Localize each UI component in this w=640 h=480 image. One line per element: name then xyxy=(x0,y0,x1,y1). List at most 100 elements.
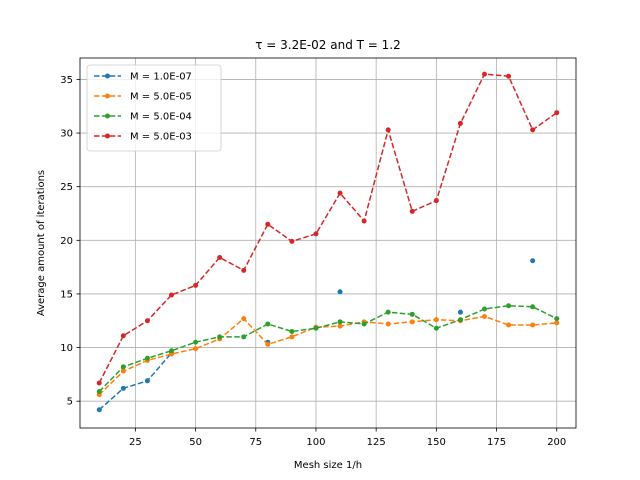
series-3 xyxy=(96,303,560,395)
data-point xyxy=(361,218,367,224)
data-point xyxy=(241,334,247,340)
x-tick-label: 125 xyxy=(367,437,386,448)
legend-item: M = 5.0E-04 xyxy=(94,112,192,123)
y-tick-label: 25 xyxy=(60,182,73,193)
data-point xyxy=(120,385,126,391)
x-tick-label: 200 xyxy=(547,437,566,448)
data-point xyxy=(120,333,126,339)
legend-swatch-marker xyxy=(105,73,110,79)
plot-frame xyxy=(79,57,577,429)
data-point xyxy=(144,318,150,324)
series-group xyxy=(96,71,560,413)
y-tick-label: 15 xyxy=(60,289,73,300)
data-point xyxy=(193,282,199,288)
legend-label: M = 5.0E-04 xyxy=(130,112,192,123)
data-point xyxy=(265,321,271,327)
data-point xyxy=(289,334,295,340)
data-point xyxy=(144,378,150,384)
grid xyxy=(80,58,576,428)
data-point xyxy=(265,341,271,347)
y-tick-label: 10 xyxy=(60,343,73,354)
data-point xyxy=(361,321,367,327)
data-point xyxy=(506,303,512,309)
x-axis-label: Mesh size 1/h xyxy=(294,460,362,471)
data-point xyxy=(482,71,488,77)
legend-item: M = 5.0E-05 xyxy=(94,92,192,103)
data-point xyxy=(193,339,199,345)
data-point xyxy=(433,325,439,331)
y-tick-label: 20 xyxy=(60,236,73,247)
data-point xyxy=(385,127,391,133)
x-tick-label: 175 xyxy=(487,437,506,448)
data-point xyxy=(96,380,102,386)
legend-label: M = 1.0E-07 xyxy=(130,72,192,83)
data-point xyxy=(457,309,463,315)
data-point xyxy=(337,289,343,295)
chart-title: τ = 3.2E-02 and T = 1.2 xyxy=(255,38,400,52)
data-point xyxy=(457,317,463,323)
legend-item: M = 1.0E-07 xyxy=(94,72,192,83)
legend-swatch-marker xyxy=(105,113,110,119)
data-point xyxy=(409,311,415,317)
x-tick-label: 50 xyxy=(189,437,202,448)
y-tick-label: 30 xyxy=(60,129,73,140)
data-point xyxy=(530,258,536,264)
data-point xyxy=(313,231,319,237)
data-point xyxy=(337,190,343,196)
data-point xyxy=(506,73,512,79)
x-tick-label: 150 xyxy=(427,437,446,448)
x-tick-label: 25 xyxy=(129,437,142,448)
data-point xyxy=(433,317,439,323)
data-point xyxy=(217,334,223,340)
legend-box xyxy=(86,64,222,152)
data-point xyxy=(144,355,150,361)
data-point xyxy=(265,221,271,227)
data-point xyxy=(337,323,343,329)
data-point xyxy=(193,346,199,352)
data-point xyxy=(120,364,126,370)
data-point xyxy=(168,292,174,298)
data-point xyxy=(313,325,319,331)
data-point xyxy=(457,120,463,126)
data-point xyxy=(289,238,295,244)
data-point xyxy=(530,304,536,310)
data-point xyxy=(217,254,223,260)
legend-label: M = 5.0E-05 xyxy=(130,92,192,103)
data-point xyxy=(168,348,174,354)
data-point xyxy=(409,208,415,214)
data-point xyxy=(337,319,343,325)
data-point xyxy=(241,316,247,322)
data-point xyxy=(530,127,536,133)
data-point xyxy=(96,407,102,413)
y-tick-label: 5 xyxy=(67,397,73,408)
series-line xyxy=(98,315,557,396)
series-line xyxy=(98,304,558,393)
data-point xyxy=(385,321,391,327)
data-point xyxy=(506,322,512,328)
data-point xyxy=(289,328,295,334)
data-point xyxy=(241,267,247,273)
data-point xyxy=(385,309,391,315)
series-line xyxy=(98,73,558,384)
data-point xyxy=(96,389,102,395)
legend-label: M = 5.0E-03 xyxy=(130,132,192,143)
legend: M = 1.0E-07 M = 5.0E-05 M = 5.0E-04 M = 5.0… xyxy=(86,64,222,152)
series-line xyxy=(98,352,173,411)
axis-ticks: 25 50 75 100 125 150 175 200 5 10 15 20 25 30 35 xyxy=(60,75,566,448)
data-point xyxy=(554,320,560,326)
y-tick-label: 35 xyxy=(60,75,73,86)
x-tick-label: 100 xyxy=(306,437,325,448)
legend-item: M = 5.0E-03 xyxy=(94,132,192,143)
x-tick-label: 75 xyxy=(249,437,262,448)
data-point xyxy=(409,319,415,325)
data-point xyxy=(554,316,560,322)
data-point xyxy=(120,368,126,374)
series-4 xyxy=(96,71,560,386)
data-point xyxy=(482,306,488,312)
data-point xyxy=(482,313,488,319)
y-axis-label: Average amount of iterations xyxy=(36,170,47,316)
data-point xyxy=(554,110,560,116)
data-point xyxy=(433,198,439,204)
legend-swatch-marker xyxy=(105,133,110,139)
